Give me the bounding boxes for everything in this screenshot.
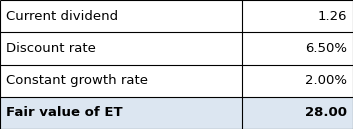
Text: 2.00%: 2.00% [305,74,347,87]
Bar [0,97,242,129]
Bar [0,32,242,64]
Text: 28.00: 28.00 [305,106,347,119]
Text: 1.26: 1.26 [317,10,347,23]
Text: Constant growth rate: Constant growth rate [6,74,148,87]
Bar [242,97,353,129]
Text: Discount rate: Discount rate [6,42,96,55]
Bar [242,32,353,64]
Bar [242,0,353,32]
Text: 6.50%: 6.50% [305,42,347,55]
Bar [0,64,242,97]
Bar [0,0,242,32]
Text: Fair value of ET: Fair value of ET [6,106,123,119]
Text: Current dividend: Current dividend [6,10,119,23]
Bar [242,64,353,97]
